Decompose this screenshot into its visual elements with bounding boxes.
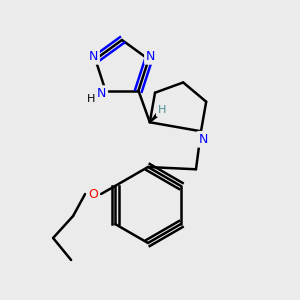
Text: N: N — [146, 50, 155, 63]
Text: O: O — [88, 188, 98, 200]
Text: N: N — [97, 87, 106, 100]
Text: H: H — [87, 94, 96, 104]
Text: N: N — [198, 133, 208, 146]
Text: N: N — [89, 50, 98, 63]
Polygon shape — [150, 111, 161, 122]
Text: H: H — [158, 105, 166, 115]
